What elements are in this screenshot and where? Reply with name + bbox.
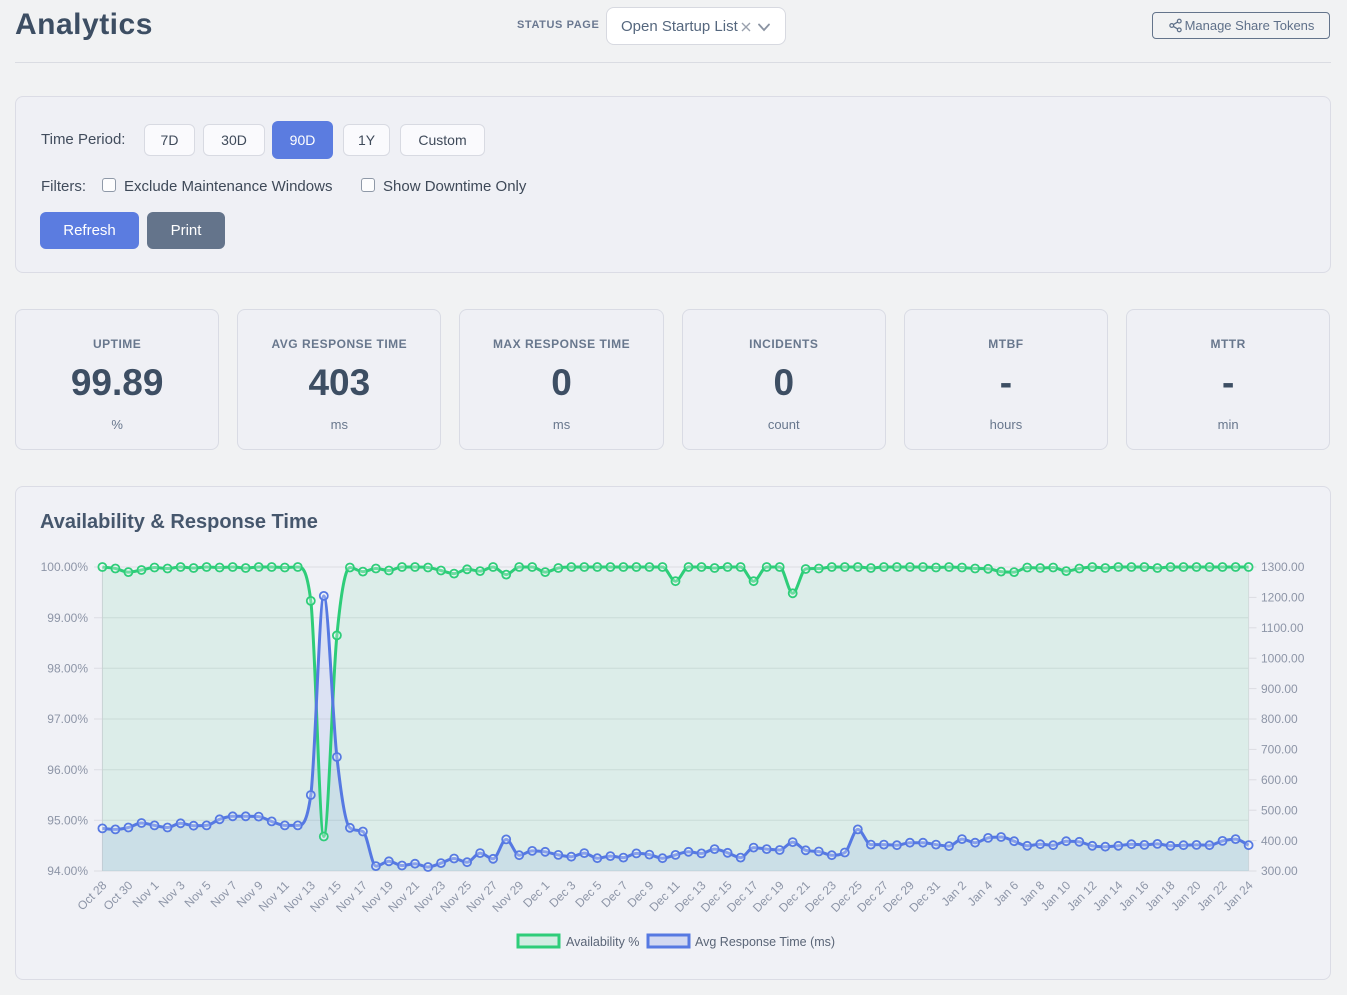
svg-text:700.00: 700.00 <box>1261 743 1298 757</box>
svg-text:95.00%: 95.00% <box>47 814 88 828</box>
svg-text:Nov 3: Nov 3 <box>156 878 188 910</box>
svg-text:1300.00: 1300.00 <box>1261 560 1305 574</box>
svg-text:Jan 4: Jan 4 <box>965 878 996 909</box>
svg-text:600.00: 600.00 <box>1261 773 1298 787</box>
svg-text:Dec 7: Dec 7 <box>598 878 630 910</box>
svg-text:1000.00: 1000.00 <box>1261 651 1305 665</box>
svg-text:Jan 6: Jan 6 <box>991 878 1022 909</box>
svg-text:Dec 1: Dec 1 <box>520 878 552 910</box>
svg-text:Jan 2: Jan 2 <box>938 878 969 909</box>
svg-text:99.00%: 99.00% <box>47 611 88 625</box>
svg-text:Nov 1: Nov 1 <box>130 878 162 910</box>
svg-text:Nov 7: Nov 7 <box>208 878 240 910</box>
svg-text:94.00%: 94.00% <box>47 864 88 878</box>
svg-text:Dec 3: Dec 3 <box>546 878 578 910</box>
svg-text:Avg Response Time (ms): Avg Response Time (ms) <box>695 935 835 949</box>
svg-text:800.00: 800.00 <box>1261 712 1298 726</box>
svg-text:Oct 30: Oct 30 <box>101 878 136 913</box>
svg-text:300.00: 300.00 <box>1261 864 1298 878</box>
svg-text:500.00: 500.00 <box>1261 803 1298 817</box>
svg-text:96.00%: 96.00% <box>47 763 88 777</box>
svg-text:1200.00: 1200.00 <box>1261 591 1305 605</box>
svg-text:Nov 5: Nov 5 <box>182 878 214 910</box>
svg-text:Jan 24: Jan 24 <box>1220 878 1256 914</box>
svg-text:98.00%: 98.00% <box>47 662 88 676</box>
svg-text:Availability %: Availability % <box>566 935 639 949</box>
svg-text:100.00%: 100.00% <box>41 560 89 574</box>
svg-text:400.00: 400.00 <box>1261 834 1298 848</box>
svg-text:1100.00: 1100.00 <box>1261 621 1304 635</box>
svg-text:97.00%: 97.00% <box>47 712 88 726</box>
svg-text:Dec 5: Dec 5 <box>572 878 604 910</box>
svg-text:900.00: 900.00 <box>1261 682 1298 696</box>
